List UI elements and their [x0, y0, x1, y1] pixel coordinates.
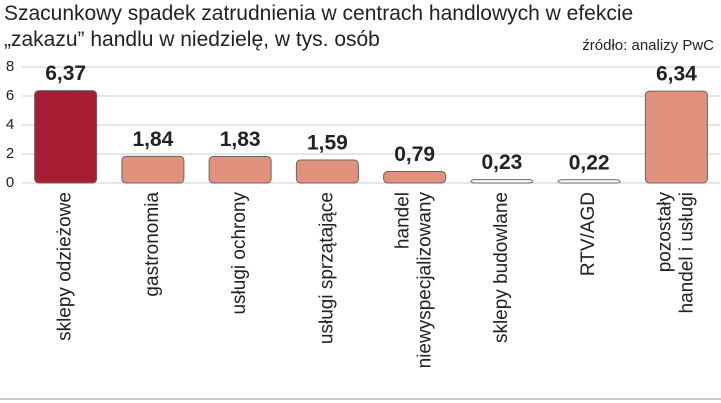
- x-tick-label: pozostałyhandel i usługi: [654, 192, 697, 314]
- x-tick-label: gastronomia: [142, 192, 163, 297]
- bar: [34, 90, 98, 184]
- x-tick-label: usługi ochrony: [229, 192, 250, 315]
- bar: [557, 179, 621, 184]
- value-label: 6,37: [45, 62, 86, 85]
- x-tick-label: usługi sprzątające: [316, 192, 337, 344]
- value-label: 1,83: [220, 128, 261, 151]
- x-tick-label: handelniewyspecjalizowany: [393, 192, 436, 369]
- x-tick-label: sklepy budowlane: [491, 192, 512, 343]
- bar: [470, 179, 534, 184]
- value-label: 1,84: [132, 128, 173, 151]
- y-tick-label: 8: [6, 58, 14, 75]
- y-tick-label: 6: [6, 87, 14, 104]
- value-label: 6,34: [656, 63, 697, 86]
- y-tick-label: 0: [6, 174, 14, 191]
- chart-title: Szacunkowy spadek zatrudnienia w centrac…: [4, 2, 633, 51]
- value-label: 0,79: [394, 143, 435, 166]
- source-note: źródło: analizy PwC: [582, 37, 714, 54]
- bar: [295, 159, 359, 184]
- value-label: 0,22: [569, 151, 610, 174]
- bar: [121, 155, 185, 184]
- bar: [383, 171, 447, 184]
- x-tick-label: RTV/AGD: [578, 192, 599, 276]
- y-tick-label: 4: [6, 116, 14, 133]
- x-tick-label: sklepy odzieżowe: [55, 192, 76, 341]
- bar: [208, 155, 272, 184]
- value-label: 1,59: [307, 131, 348, 154]
- y-tick-label: 2: [6, 145, 14, 162]
- value-label: 0,23: [481, 151, 522, 174]
- bar: [644, 90, 708, 184]
